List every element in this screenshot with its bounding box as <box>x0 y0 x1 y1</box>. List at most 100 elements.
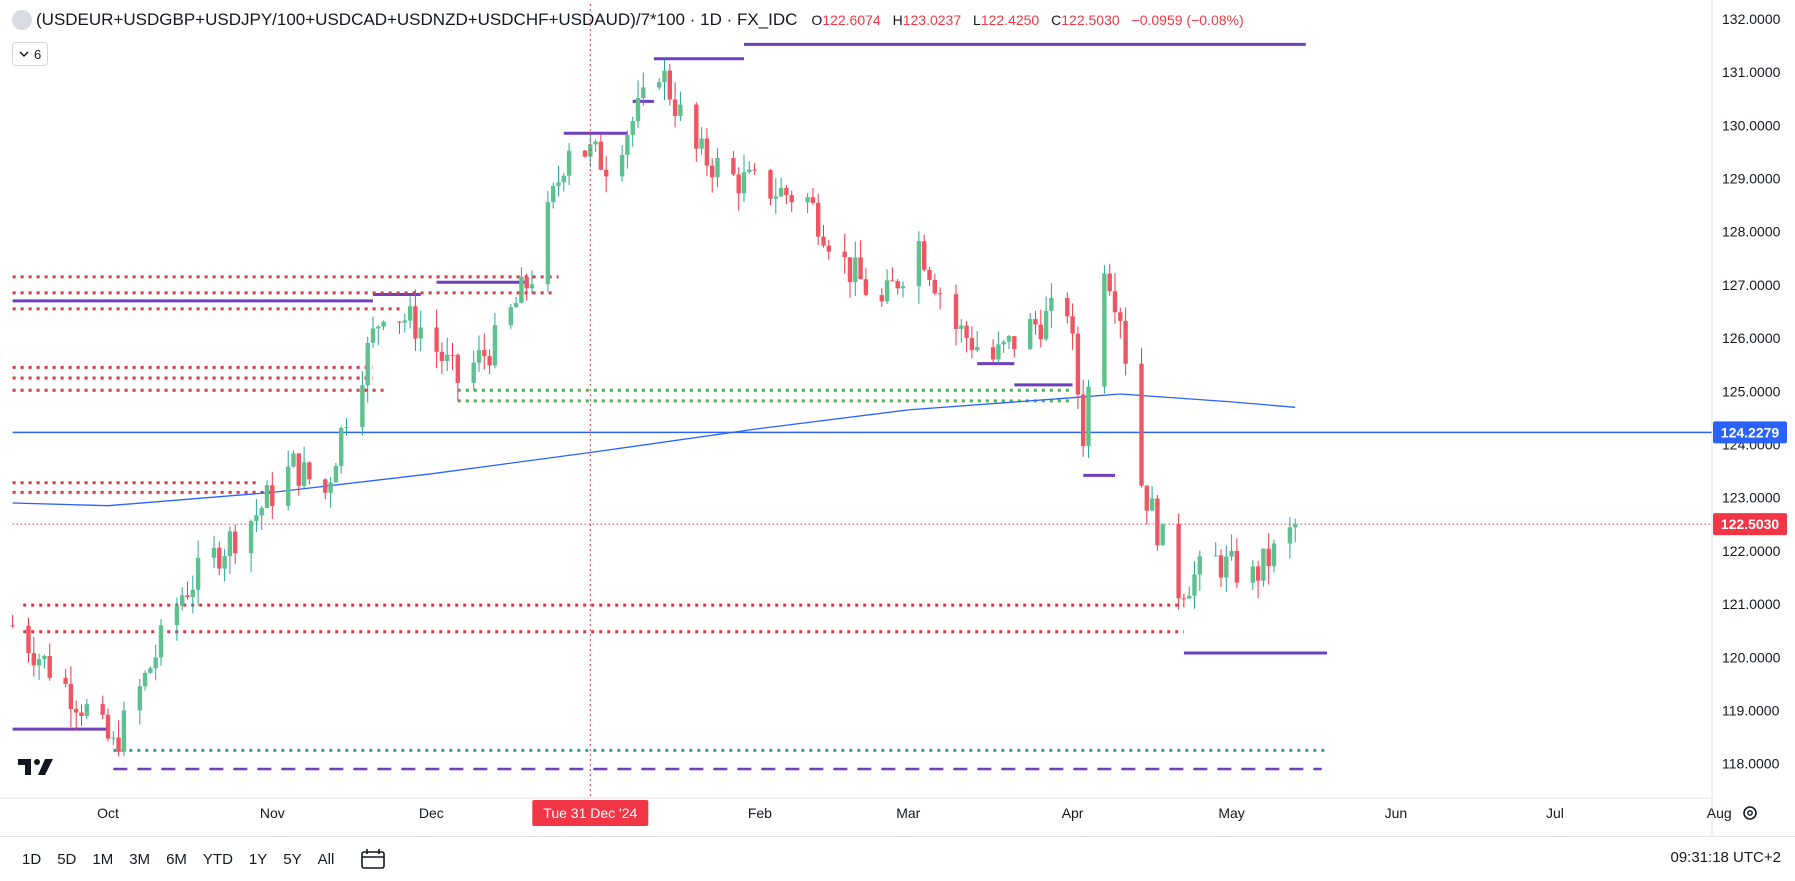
price-tick-label: 123.0000 <box>1722 490 1781 506</box>
candle-body <box>635 97 641 122</box>
candle-body <box>1006 336 1012 342</box>
gear-hub <box>1747 810 1753 816</box>
range-6m-button[interactable]: 6M <box>166 850 187 868</box>
candle-body <box>376 326 381 329</box>
candle-body <box>508 307 513 326</box>
candle-body <box>916 241 922 287</box>
price-tick-label: 126.0000 <box>1722 330 1781 346</box>
price-tick-label: 125.0000 <box>1722 383 1781 399</box>
price-tick-label: 130.0000 <box>1722 117 1781 133</box>
high-value: 123.0237 <box>902 12 962 28</box>
candle-body <box>1261 548 1266 581</box>
price-tick-label: 119.0000 <box>1722 703 1780 719</box>
range-ytd-button[interactable]: YTD <box>202 850 233 868</box>
candle-body <box>741 172 747 194</box>
symbol-title[interactable]: (USDEUR+USDGBP+USDJPY/100+USDCAD+USDNZD+… <box>36 10 798 29</box>
candle-body <box>1028 319 1033 350</box>
candle-body <box>566 150 572 176</box>
low-value: 122.4250 <box>980 12 1040 28</box>
range-3m-button[interactable]: 3M <box>129 850 151 868</box>
candle-body <box>715 158 720 178</box>
candle-body <box>1081 394 1086 447</box>
clock-timezone[interactable]: 09:31:18 UTC+2 <box>1670 849 1782 866</box>
range-1d-button[interactable]: 1D <box>22 850 42 868</box>
candle-body <box>1287 527 1293 544</box>
candle-body <box>259 507 264 516</box>
symbol-logo-icon <box>12 10 32 30</box>
candle-body <box>667 70 672 100</box>
candle-body <box>1001 341 1006 345</box>
candle-body <box>1107 273 1112 292</box>
range-5y-button[interactable]: 5Y <box>283 850 302 868</box>
range-1m-button[interactable]: 1M <box>92 850 114 868</box>
candle-body <box>598 141 604 170</box>
candle-body <box>1112 291 1118 313</box>
crosshair-date-badge <box>532 800 649 826</box>
candle-body <box>773 196 778 199</box>
candle-body <box>270 485 275 507</box>
symbol-legend: (USDEUR+USDGBP+USDJPY/100+USDCAD+USDNZD+… <box>12 10 1244 30</box>
candle-body <box>370 328 376 343</box>
candle-body <box>884 280 890 302</box>
price-tick-label: 131.0000 <box>1722 64 1781 80</box>
range-all-button[interactable]: All <box>317 850 335 868</box>
candle-body <box>79 712 84 716</box>
candle-body <box>291 453 296 467</box>
candle-body <box>445 354 450 361</box>
candles-layer <box>10 59 1298 757</box>
tradingview-logo-icon[interactable] <box>18 757 58 782</box>
candle-body <box>736 174 741 194</box>
candle-body <box>111 737 116 739</box>
time-tick-label: Apr <box>1062 805 1084 821</box>
price-tag-badge <box>1713 513 1787 536</box>
candle-body <box>344 427 349 429</box>
indicators-toggle-button[interactable]: 6 <box>12 42 49 66</box>
candle-body <box>1070 316 1075 334</box>
candle-body <box>932 279 937 294</box>
candle-body <box>381 321 386 327</box>
time-tick-label: Oct <box>97 805 119 821</box>
candle-body <box>148 668 153 673</box>
candle-body <box>31 653 36 666</box>
candle-body <box>137 686 142 711</box>
candle-body <box>1043 310 1049 340</box>
bottom-toolbar: 1D 5D 1M 3M 6M YTD 1Y 5Y All 09:31:18 UT… <box>0 836 1795 881</box>
candle-body <box>254 515 259 522</box>
price-tags-layer: 124.2279 122.5030 <box>1713 421 1787 536</box>
candle-body <box>222 556 227 569</box>
candle-body <box>1012 336 1017 350</box>
candle-body <box>482 350 487 357</box>
candle-body <box>450 354 455 356</box>
candle-body <box>211 547 217 558</box>
candle-body <box>731 158 736 175</box>
high-label: H <box>892 12 903 28</box>
price-tick-label: 128.0000 <box>1722 224 1781 240</box>
candle-body <box>439 351 445 361</box>
candle-body <box>1144 485 1149 511</box>
scale-settings-gear-icon[interactable] <box>1743 806 1757 820</box>
candle-body <box>413 306 418 339</box>
candle-body <box>190 589 195 598</box>
candle-body <box>694 104 699 149</box>
candle-body <box>100 704 105 715</box>
candle-body <box>264 485 270 508</box>
candle-body <box>323 479 328 493</box>
candle-body <box>180 595 185 606</box>
candle-body <box>1229 550 1234 557</box>
candle-body <box>333 466 339 483</box>
candle-body <box>407 306 413 321</box>
time-tick-label: Nov <box>260 805 285 821</box>
candle-body <box>853 257 858 283</box>
candle-body <box>307 462 312 480</box>
range-5d-button[interactable]: 5D <box>57 850 77 868</box>
price-chart[interactable]: 132.0000 131.0000 130.0000 129.0000 128.0000… <box>0 0 1795 836</box>
candle-body <box>556 182 561 186</box>
candle-body <box>233 531 238 554</box>
candle-body <box>1255 566 1261 581</box>
time-tick-label: Feb <box>748 805 772 821</box>
date-range-calendar-icon[interactable] <box>360 847 386 871</box>
candle-body <box>1086 386 1091 447</box>
close-label: C <box>1051 12 1062 28</box>
range-1y-button[interactable]: 1Y <box>248 850 268 868</box>
